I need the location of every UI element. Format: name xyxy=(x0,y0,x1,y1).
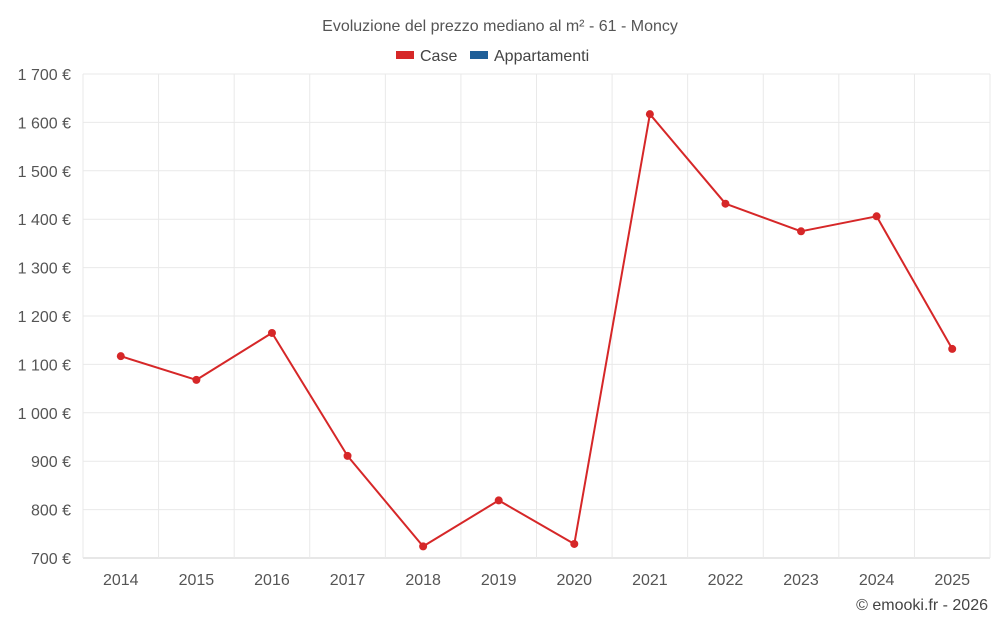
grid xyxy=(82,73,991,559)
data-point[interactable] xyxy=(116,352,125,361)
y-tick-label: 1 600 € xyxy=(18,115,71,132)
x-tick-label: 2015 xyxy=(179,572,215,589)
y-tick-label: 1 400 € xyxy=(18,212,71,229)
x-tick-label: 2021 xyxy=(632,572,668,589)
y-tick-label: 1 200 € xyxy=(18,309,71,326)
data-point[interactable] xyxy=(721,199,730,208)
x-tick-label: 2019 xyxy=(481,572,517,589)
x-tick-label: 2022 xyxy=(708,572,744,589)
y-tick-label: 1 300 € xyxy=(18,261,71,278)
data-point[interactable] xyxy=(192,375,201,384)
data-point[interactable] xyxy=(645,110,654,119)
series-line-0 xyxy=(120,113,954,548)
legend: Case Appartamenti xyxy=(396,48,589,65)
data-point[interactable] xyxy=(419,542,428,551)
series-group xyxy=(116,110,957,551)
x-tick-label: 2023 xyxy=(783,572,819,589)
legend-swatch-0 xyxy=(396,51,414,59)
data-point[interactable] xyxy=(570,539,579,548)
data-point[interactable] xyxy=(494,496,503,505)
data-point[interactable] xyxy=(343,451,352,460)
legend-label-0: Case xyxy=(420,48,457,65)
x-axis-ticks: 2014 2015 2016 2017 2018 2019 2020 2021 2022 2023… xyxy=(103,572,970,589)
data-point[interactable] xyxy=(872,212,881,221)
x-tick-label: 2025 xyxy=(934,572,970,589)
x-tick-label: 2018 xyxy=(405,572,441,589)
data-point[interactable] xyxy=(797,227,806,236)
y-tick-label: 900 € xyxy=(31,454,71,471)
x-tick-label: 2024 xyxy=(859,572,895,589)
x-tick-label: 2014 xyxy=(103,572,139,589)
legend-item-0[interactable]: Case xyxy=(396,48,457,65)
chart-title: Evoluzione del prezzo mediano al m² - 61… xyxy=(322,18,678,35)
data-point[interactable] xyxy=(948,344,957,353)
y-tick-label: 1 100 € xyxy=(18,357,71,374)
x-tick-label: 2016 xyxy=(254,572,290,589)
legend-item-1[interactable]: Appartamenti xyxy=(470,48,589,65)
y-tick-label: 1 500 € xyxy=(18,164,71,181)
y-tick-label: 1 000 € xyxy=(18,406,71,423)
y-tick-label: 1 700 € xyxy=(18,67,71,84)
y-tick-label: 700 € xyxy=(31,551,71,568)
credit-label: © emooki.fr - 2026 xyxy=(856,597,988,614)
legend-label-1: Appartamenti xyxy=(494,48,589,65)
legend-swatch-1 xyxy=(470,51,488,59)
y-axis-ticks: 700 € 800 € 900 € 1 000 € 1 100 € 1 200 € 1 30… xyxy=(18,67,71,568)
data-point[interactable] xyxy=(267,328,276,337)
x-tick-label: 2017 xyxy=(330,572,366,589)
y-tick-label: 800 € xyxy=(31,503,71,520)
x-tick-label: 2020 xyxy=(556,572,592,589)
